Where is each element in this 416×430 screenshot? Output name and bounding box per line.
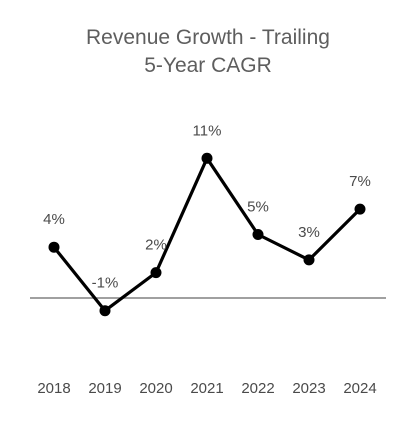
x-tick-label-2021: 2021 — [190, 380, 223, 397]
chart-title: Revenue Growth - Trailing 5-Year CAGR — [0, 24, 416, 80]
chart-title-line-1: Revenue Growth - Trailing — [86, 26, 330, 49]
data-label-2024: 7% — [349, 173, 371, 190]
data-label-2021: 11% — [193, 122, 222, 139]
x-tick-label-2018: 2018 — [37, 380, 70, 397]
data-point-2023 — [303, 254, 315, 266]
data-point-2021 — [201, 152, 213, 164]
data-point-layer — [48, 152, 366, 317]
x-tick-label-2019: 2019 — [88, 380, 121, 397]
data-point-2020 — [150, 267, 162, 279]
x-tick-label-2023: 2023 — [292, 380, 325, 397]
data-label-2019: -1% — [92, 275, 119, 292]
x-axis-tick-layer: 2018 2019 2020 2021 2022 2023 2024 — [37, 380, 376, 397]
data-point-2019 — [99, 305, 111, 317]
data-label-layer: 4% -1% 2% 11% 5% 3% 7% — [43, 122, 371, 291]
data-point-2018 — [48, 241, 60, 253]
data-label-2022: 5% — [247, 199, 269, 216]
data-point-2024 — [354, 203, 366, 215]
chart-title-line-2: 5-Year CAGR — [144, 54, 272, 77]
x-tick-label-2020: 2020 — [139, 380, 172, 397]
x-tick-label-2024: 2024 — [343, 380, 376, 397]
data-label-2020: 2% — [145, 237, 167, 254]
data-label-2023: 3% — [298, 224, 320, 241]
x-tick-label-2022: 2022 — [241, 380, 274, 397]
data-label-2018: 4% — [43, 211, 65, 228]
data-point-2022 — [252, 229, 264, 240]
